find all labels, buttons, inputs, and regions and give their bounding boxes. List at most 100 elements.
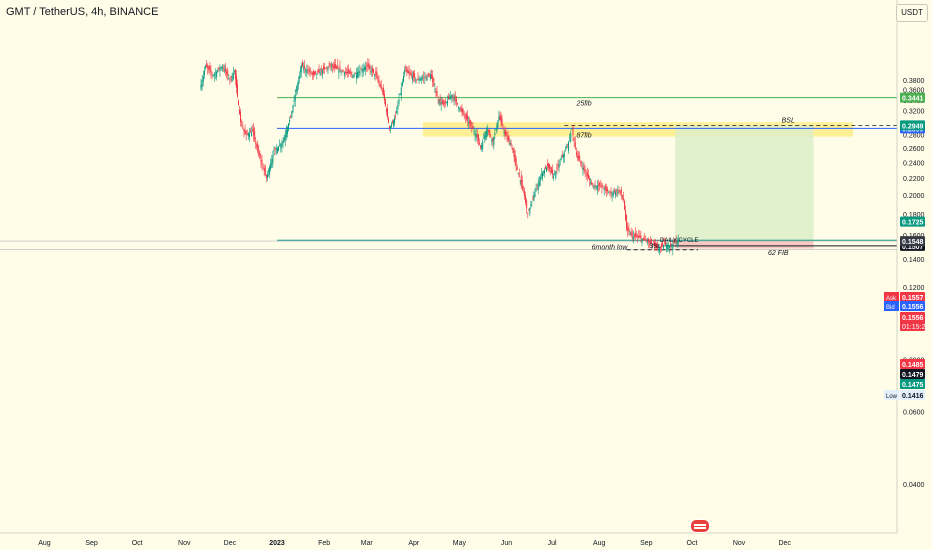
candle-body — [493, 137, 495, 145]
candle-body — [320, 68, 322, 71]
candle-body — [307, 69, 309, 72]
candle-body — [474, 132, 476, 136]
candle-body — [628, 228, 630, 233]
candle-body — [413, 72, 415, 78]
candle-body — [629, 233, 631, 235]
price-badge-0-1556[interactable] — [900, 312, 925, 331]
candle-body — [483, 138, 485, 139]
candle-body — [455, 97, 457, 103]
candle-body — [532, 198, 534, 199]
candle-body — [312, 71, 314, 76]
candle-body — [658, 249, 660, 250]
candle-body — [414, 73, 416, 79]
candle-body — [586, 172, 588, 177]
candle-body — [381, 91, 383, 93]
candle-body — [251, 131, 253, 136]
price-badge-0-1416[interactable] — [900, 390, 925, 400]
candle-body — [466, 114, 468, 121]
candle-body — [393, 120, 395, 126]
position-profit-zone[interactable] — [675, 125, 814, 242]
price-badge-0-1557[interactable] — [900, 292, 925, 302]
candle-body — [538, 179, 540, 186]
events-flag-icon[interactable] — [690, 519, 710, 533]
candle-body — [205, 66, 207, 68]
candle-body — [407, 70, 409, 74]
price-tag-ask — [884, 292, 899, 302]
candle-body — [213, 74, 215, 76]
price-badge-0-3441[interactable] — [900, 92, 925, 103]
candle-body — [345, 72, 347, 73]
candle-body — [593, 185, 595, 189]
candle-body — [601, 183, 603, 188]
candle-body — [585, 173, 587, 175]
candle-body — [202, 75, 204, 82]
candle-body — [552, 169, 554, 175]
candle-body — [217, 70, 219, 72]
candle-body — [378, 80, 380, 84]
x-tick-2023-5: 2023 — [269, 540, 285, 547]
candle-body — [523, 190, 525, 197]
candle-body — [318, 68, 320, 73]
candle-body — [518, 172, 520, 177]
candle-body — [427, 73, 429, 76]
candle-body — [669, 245, 671, 248]
y-tick-0-1400: 0.1400 — [903, 257, 925, 264]
candle-body — [617, 190, 619, 195]
level-label-87fib: 87fib — [576, 132, 591, 139]
candle-body — [433, 78, 435, 86]
x-tick-sep-1: Sep — [85, 540, 98, 547]
candle-body — [541, 172, 543, 179]
candle-body — [230, 76, 232, 78]
y-tick-0-3200: 0.3200 — [903, 109, 925, 116]
candle-body — [563, 152, 565, 158]
candle-body — [531, 201, 533, 203]
price-badge-0-1475[interactable] — [900, 379, 925, 389]
candle-body — [557, 165, 559, 167]
symbol-title[interactable]: GMT / TetherUS, 4h, BINANCE — [6, 6, 159, 18]
candle-body — [481, 144, 483, 150]
candle-body — [405, 66, 407, 72]
candle-body — [221, 66, 223, 70]
currency-button[interactable]: USDT — [896, 4, 928, 22]
candle-body — [587, 174, 589, 179]
candle-body — [271, 159, 273, 166]
candle-body — [461, 108, 463, 113]
candle-body — [370, 70, 372, 73]
price-badge-0-1485[interactable] — [900, 359, 925, 369]
price-tag-bid — [884, 301, 899, 311]
candle-body — [254, 131, 256, 140]
candle-body — [671, 244, 673, 247]
price-badge-0-1725[interactable] — [900, 216, 925, 227]
position-stop-zone[interactable] — [675, 241, 814, 249]
candle-body — [355, 72, 357, 79]
candle-body — [626, 215, 628, 230]
candle-body — [441, 101, 443, 104]
price-badge-text-0-1557: 0.1557 — [902, 295, 924, 302]
candle-body — [311, 72, 313, 75]
candle-body — [406, 69, 408, 73]
candle-body — [494, 132, 496, 136]
candle-body — [569, 137, 571, 139]
candle-body — [550, 170, 552, 172]
candle-body — [502, 126, 504, 129]
candle-body — [676, 240, 678, 247]
price-badge-0-1556[interactable] — [900, 301, 925, 311]
price-axis[interactable] — [897, 0, 932, 550]
y-tick-0-2600: 0.2600 — [903, 146, 925, 153]
candle-body — [303, 67, 305, 69]
candle-body — [559, 161, 561, 162]
candle-body — [273, 151, 275, 153]
candle-body — [619, 190, 621, 193]
candle-body — [655, 243, 657, 248]
candle-body — [507, 135, 509, 140]
candle-body — [469, 120, 471, 125]
price-badge-0-1479[interactable] — [900, 369, 925, 379]
candle-body — [623, 197, 625, 200]
price-badge-0-1548[interactable] — [900, 236, 925, 247]
candle-body — [442, 99, 444, 105]
price-badge-0-2949[interactable] — [900, 120, 925, 131]
candles[interactable] — [200, 58, 679, 256]
candle-body — [561, 155, 563, 157]
